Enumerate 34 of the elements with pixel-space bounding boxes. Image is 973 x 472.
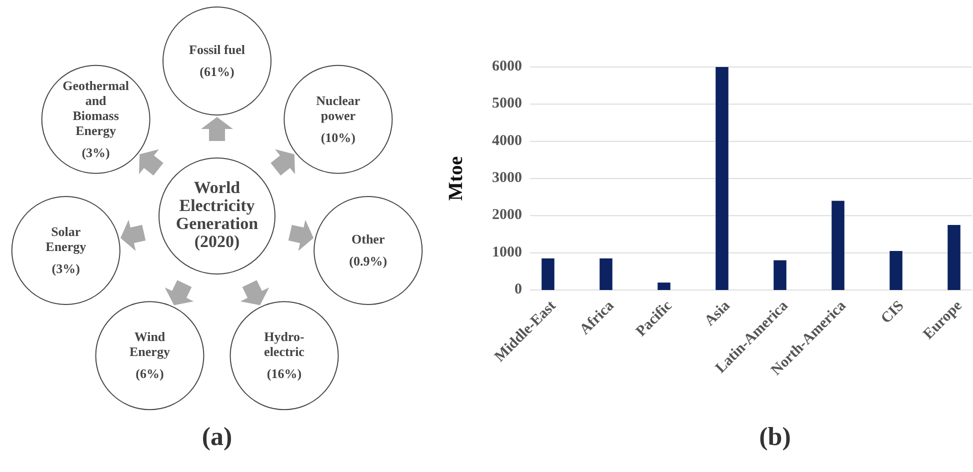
bar [890,250,902,290]
text: World Electricity Generation (2020) [176,178,259,251]
data-label: (61%) [200,64,234,79]
data-label: (10%) [320,130,356,145]
data-label: (16%) [266,366,302,382]
category-label: Fossil fuel [189,42,246,57]
bar [832,200,844,290]
x-tick-label: CIS [878,298,908,327]
bar [658,282,670,290]
text: (b) [759,422,791,451]
bar [542,258,554,290]
y-axis-title: Mtoe [445,156,467,201]
data-label: (3%) [52,260,80,276]
category-label: Wind Energy [130,329,170,360]
bar [716,67,728,290]
bar [774,260,786,290]
category-label: Hydro- electric [264,329,305,360]
category-label: Geothermal and Biomass Energy [62,78,130,138]
data-label: (0.9%) [349,253,388,268]
y-tick-label: 5000 [492,96,522,112]
y-tick-label: 1000 [492,244,522,260]
category-label: Nuclear power [316,92,360,123]
data-label: (6%) [136,366,164,382]
data-label: (3%) [82,144,110,160]
y-tick-label: 6000 [492,58,522,74]
text: (a) [202,422,232,451]
category-label: Other [352,231,385,246]
bar [948,224,960,290]
y-tick-label: 2000 [492,207,522,224]
y-tick-label: 0 [514,281,522,298]
category-label: Solar Energy [46,224,87,254]
y-tick-label: 3000 [492,170,522,186]
y-tick-label: 4000 [492,132,522,149]
bar [600,258,612,290]
